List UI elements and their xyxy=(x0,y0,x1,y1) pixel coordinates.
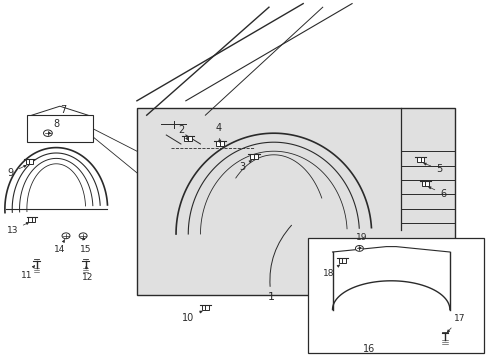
Text: 1: 1 xyxy=(267,225,291,302)
Text: 19: 19 xyxy=(355,233,367,249)
Text: 14: 14 xyxy=(54,239,65,253)
Circle shape xyxy=(62,233,70,239)
Text: 10: 10 xyxy=(182,311,202,323)
Text: 17: 17 xyxy=(447,314,465,332)
Circle shape xyxy=(43,130,52,136)
Bar xyxy=(416,157,424,162)
Bar xyxy=(184,136,192,141)
Bar xyxy=(26,159,33,164)
Text: 13: 13 xyxy=(6,222,28,235)
Text: 4: 4 xyxy=(216,123,222,142)
Text: 16: 16 xyxy=(362,344,375,354)
Bar xyxy=(250,154,258,159)
Text: 6: 6 xyxy=(428,187,446,199)
Bar xyxy=(421,181,428,186)
Text: 15: 15 xyxy=(80,238,91,253)
Text: 2: 2 xyxy=(178,125,187,140)
Text: 8: 8 xyxy=(48,119,59,134)
Bar xyxy=(28,217,35,221)
Text: 5: 5 xyxy=(423,163,442,174)
Bar xyxy=(27,115,93,142)
Bar xyxy=(307,238,483,353)
Circle shape xyxy=(79,233,87,239)
Text: 9: 9 xyxy=(8,165,26,178)
Text: 12: 12 xyxy=(82,266,94,282)
Circle shape xyxy=(355,246,363,251)
Text: 18: 18 xyxy=(322,265,339,278)
Text: 11: 11 xyxy=(21,266,35,280)
Bar xyxy=(338,258,345,263)
Bar xyxy=(202,305,208,310)
Text: 3: 3 xyxy=(239,161,251,172)
Bar xyxy=(137,108,454,295)
Bar xyxy=(216,141,224,146)
Text: 7: 7 xyxy=(61,105,66,115)
